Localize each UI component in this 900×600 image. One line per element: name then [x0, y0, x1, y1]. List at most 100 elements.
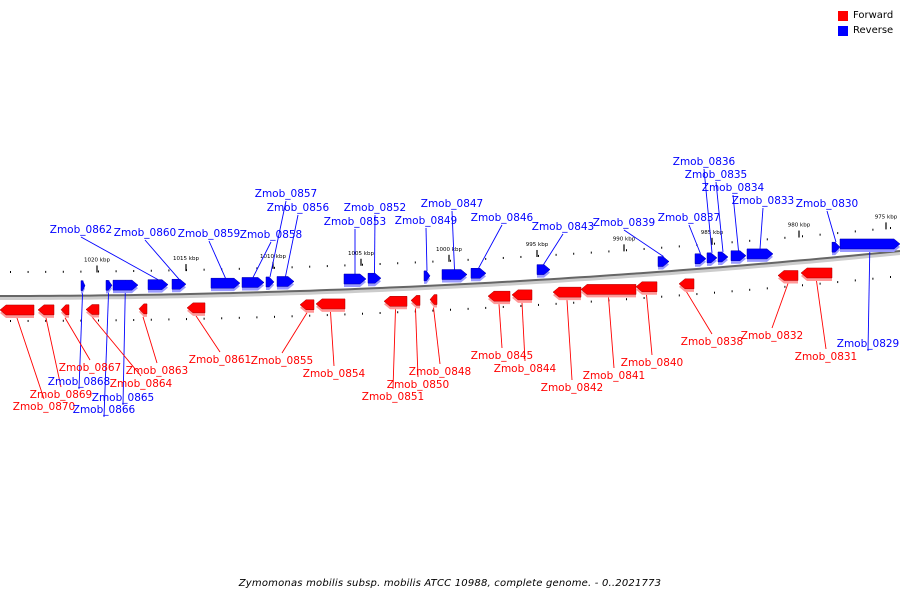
gene-arrow[interactable]: [367, 272, 382, 284]
gene-zmob-0868[interactable]: [80, 280, 86, 294]
gene-arrow[interactable]: [441, 269, 468, 280]
gene-arrow[interactable]: [511, 289, 533, 301]
minor-tick: [326, 265, 328, 268]
gene-leader-line: [415, 308, 419, 378]
gene-arrow[interactable]: [678, 278, 695, 290]
gene-arrow[interactable]: [706, 252, 718, 264]
minor-tick: [344, 264, 346, 267]
gene-arrow[interactable]: [210, 277, 241, 289]
gene-zmob-0840[interactable]: [635, 281, 658, 295]
gene-zmob-0850[interactable]: [410, 295, 421, 309]
gene-zmob-0836[interactable]: [706, 252, 718, 266]
gene-arrow[interactable]: [85, 304, 100, 315]
gene-arrow[interactable]: [265, 276, 275, 288]
gene-zmob-0855[interactable]: [299, 299, 315, 313]
gene-zmob-0865[interactable]: [112, 279, 139, 294]
axis-shadow: [0, 251, 900, 300]
gene-arrow[interactable]: [276, 276, 295, 287]
gene-arrow[interactable]: [429, 294, 438, 305]
gene-arrow[interactable]: [730, 250, 747, 261]
gene-zmob-0833[interactable]: [746, 248, 774, 262]
gene-arrow[interactable]: [635, 281, 658, 293]
gene-zmob-0870[interactable]: [0, 304, 35, 318]
gene-zmob-0830[interactable]: [831, 241, 841, 256]
gene-arrow[interactable]: [0, 304, 35, 316]
gene-arrow[interactable]: [343, 273, 367, 285]
gene-leader-line: [252, 241, 272, 278]
gene-arrow[interactable]: [580, 284, 637, 295]
minor-tick: [256, 267, 258, 270]
gene-zmob-0844[interactable]: [511, 289, 533, 303]
minor-tick: [397, 262, 399, 265]
gene-arrow[interactable]: [147, 279, 169, 290]
gene-zmob-0853[interactable]: [343, 273, 367, 287]
gene-arrow[interactable]: [299, 299, 315, 311]
gene-zmob-0856[interactable]: [276, 276, 295, 290]
gene-zmob-0829[interactable]: [839, 238, 900, 252]
gene-arrow[interactable]: [552, 286, 582, 298]
gene-arrow[interactable]: [423, 270, 431, 282]
gene-arrow[interactable]: [315, 298, 346, 310]
gene-arrow[interactable]: [694, 253, 707, 264]
gene-arrow[interactable]: [839, 238, 900, 250]
gene-zmob-0851[interactable]: [383, 296, 408, 310]
minor-tick: [520, 255, 522, 258]
gene-zmob-0866[interactable]: [105, 280, 113, 294]
gene-arrow[interactable]: [80, 280, 86, 291]
gene-arrow[interactable]: [383, 296, 408, 307]
gene-zmob-0834[interactable]: [730, 250, 747, 264]
gene-zmob-0848[interactable]: [429, 294, 438, 308]
gene-zmob-0869[interactable]: [37, 304, 55, 318]
gene-zmob-0843[interactable]: [536, 264, 551, 278]
gene-zmob-0863[interactable]: [138, 303, 148, 317]
gene-zmob-0838[interactable]: [678, 278, 695, 292]
gene-arrow[interactable]: [112, 279, 139, 291]
gene-arrow[interactable]: [410, 295, 421, 306]
gene-zmob-0861[interactable]: [186, 302, 206, 316]
gene-zmob-0845[interactable]: [487, 290, 511, 305]
gene-arrow[interactable]: [746, 248, 774, 260]
gene-leader-line: [451, 210, 455, 270]
gene-leader-line: [816, 280, 827, 350]
gene-arrow[interactable]: [241, 277, 265, 288]
gene-zmob-0846[interactable]: [470, 268, 487, 282]
gene-zmob-0857[interactable]: [265, 276, 275, 290]
gene-arrow[interactable]: [536, 264, 551, 275]
gene-zmob-0847[interactable]: [441, 269, 468, 283]
gene-zmob-0867[interactable]: [60, 304, 70, 318]
minor-tick: [749, 288, 751, 291]
minor-tick: [467, 258, 469, 261]
gene-zmob-0854[interactable]: [315, 298, 346, 312]
minor-tick: [819, 233, 821, 236]
gene-arrow[interactable]: [105, 280, 113, 291]
gene-arrow[interactable]: [717, 251, 729, 263]
gene-zmob-0839[interactable]: [657, 256, 670, 270]
gene-arrow[interactable]: [800, 267, 833, 279]
gene-arrow[interactable]: [60, 304, 70, 316]
gene-zmob-0837[interactable]: [694, 253, 707, 267]
gene-arrow[interactable]: [487, 290, 511, 302]
gene-arrow[interactable]: [37, 304, 55, 316]
gene-zmob-0859[interactable]: [210, 277, 241, 292]
gene-arrow[interactable]: [657, 256, 670, 267]
gene-zmob-0832[interactable]: [777, 270, 799, 284]
minor-tick: [291, 315, 293, 318]
gene-zmob-0842[interactable]: [552, 286, 582, 301]
gene-zmob-0864[interactable]: [85, 304, 100, 318]
gene-zmob-0831[interactable]: [800, 267, 833, 281]
gene-zmob-0835[interactable]: [717, 251, 729, 265]
gene-arrow[interactable]: [138, 303, 148, 315]
gene-zmob-0841[interactable]: [580, 284, 637, 298]
gene-arrow[interactable]: [777, 270, 799, 281]
gene-zmob-0849[interactable]: [423, 270, 431, 284]
gene-zmob-0852[interactable]: [367, 272, 382, 287]
gene-arrow[interactable]: [470, 268, 487, 279]
gene-label: Zmob_0861: [189, 354, 251, 366]
gene-arrow[interactable]: [186, 302, 206, 314]
gene-zmob-0862[interactable]: [147, 279, 169, 293]
gene-arrow[interactable]: [171, 278, 187, 290]
gene-zmob-0858[interactable]: [241, 277, 265, 291]
gene-zmob-0860[interactable]: [171, 278, 187, 293]
gene-arrow[interactable]: [831, 241, 841, 253]
